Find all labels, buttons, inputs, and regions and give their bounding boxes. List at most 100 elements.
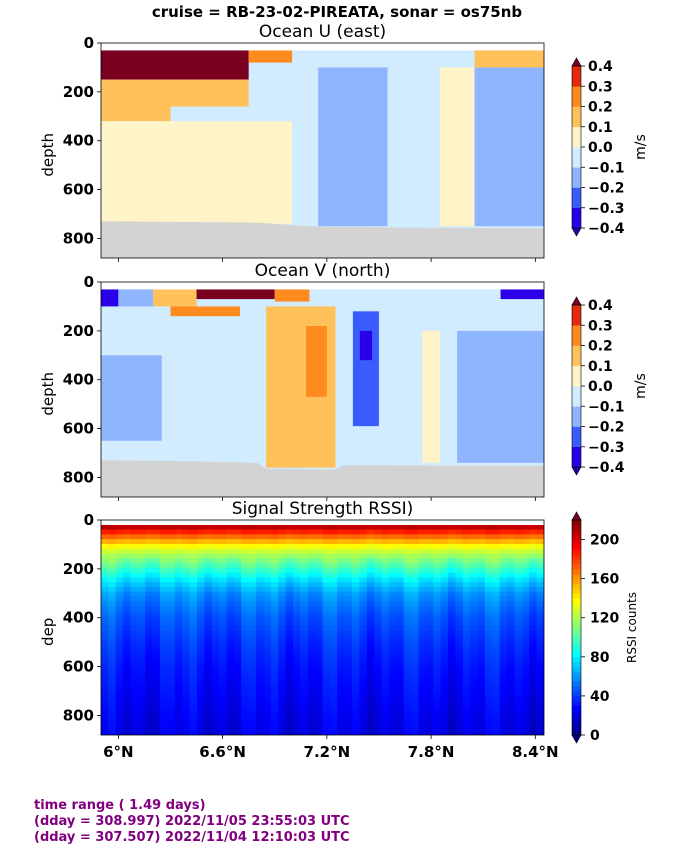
rssi-cell bbox=[455, 682, 464, 688]
rssi-cell bbox=[315, 687, 323, 693]
rssi-cell bbox=[189, 692, 198, 698]
rssi-cell bbox=[204, 629, 213, 636]
rssi-cell bbox=[455, 649, 464, 655]
rssi-cell bbox=[514, 620, 523, 626]
rssi-cell bbox=[115, 692, 124, 698]
rssi-cell bbox=[248, 534, 257, 540]
rssi-cell bbox=[440, 701, 449, 707]
rssi-cell bbox=[322, 653, 331, 660]
rssi-cell bbox=[388, 649, 397, 655]
rssi-cell bbox=[278, 644, 287, 650]
rssi-cell bbox=[396, 715, 405, 722]
rssi-cell bbox=[300, 634, 309, 640]
rssi-cell bbox=[137, 634, 146, 640]
colorbar-extend-high bbox=[571, 296, 582, 306]
rssi-cell bbox=[396, 634, 405, 640]
rssi-cell bbox=[160, 715, 168, 722]
time-range-line: time range ( 1.49 days) bbox=[34, 798, 206, 813]
rssi-cell bbox=[123, 720, 132, 726]
rssi-cell bbox=[536, 577, 544, 583]
rssi-cell bbox=[470, 524, 479, 531]
rssi-cell bbox=[196, 543, 205, 550]
rssi-cell bbox=[411, 687, 419, 693]
rssi-cell bbox=[477, 539, 486, 545]
rssi-cell bbox=[248, 644, 257, 650]
rssi-cell bbox=[536, 663, 544, 669]
rssi-cell bbox=[433, 625, 442, 631]
rssi-cell bbox=[529, 534, 538, 540]
rssi-cell bbox=[470, 696, 479, 703]
rssi-cell bbox=[536, 558, 544, 564]
rssi-cell bbox=[307, 563, 316, 569]
rssi-cell bbox=[145, 567, 154, 574]
rssi-cell bbox=[101, 534, 109, 540]
rssi-cell bbox=[329, 668, 338, 674]
rssi-cell bbox=[270, 701, 279, 707]
rssi-cell bbox=[507, 577, 515, 583]
rssi-cell bbox=[256, 653, 264, 660]
rssi-cell bbox=[167, 615, 176, 621]
colorbar-segment bbox=[572, 710, 581, 716]
rssi-cell bbox=[521, 672, 530, 679]
rssi-cell bbox=[514, 586, 523, 593]
rssi-cell bbox=[366, 644, 375, 650]
rssi-cell bbox=[108, 529, 117, 535]
rssi-cell bbox=[381, 634, 390, 640]
rssi-cell bbox=[455, 672, 464, 679]
rssi-cell bbox=[300, 529, 309, 535]
rssi-cell bbox=[256, 529, 264, 535]
rssi-cell bbox=[263, 711, 272, 717]
rssi-cell bbox=[403, 639, 412, 645]
rssi-cell bbox=[448, 687, 456, 693]
rssi-cell bbox=[137, 715, 146, 722]
rssi-cell bbox=[529, 529, 538, 535]
rssi-cell bbox=[263, 639, 272, 645]
rssi-cell bbox=[248, 548, 257, 555]
rssi-cell bbox=[396, 730, 405, 735]
rssi-cell bbox=[152, 672, 161, 679]
rssi-cell bbox=[352, 672, 360, 679]
rssi-cell bbox=[403, 629, 412, 636]
rssi-cell bbox=[115, 582, 124, 588]
rssi-cell bbox=[462, 720, 471, 726]
rssi-cell bbox=[388, 653, 397, 660]
rssi-cell bbox=[396, 572, 405, 578]
rssi-cell bbox=[403, 601, 412, 607]
rssi-cell bbox=[196, 582, 205, 588]
rssi-cell bbox=[130, 606, 139, 612]
rssi-cell bbox=[204, 543, 213, 550]
rssi-cell bbox=[315, 725, 323, 731]
rssi-cell bbox=[418, 711, 427, 717]
rssi-cell bbox=[521, 606, 530, 612]
rssi-cell bbox=[455, 615, 464, 621]
rssi-cell bbox=[366, 687, 375, 693]
rssi-cell bbox=[470, 601, 479, 607]
rssi-cell bbox=[484, 543, 493, 550]
rssi-cell bbox=[315, 701, 323, 707]
rssi-cell bbox=[492, 677, 501, 683]
rssi-cell bbox=[448, 620, 456, 626]
rssi-cell bbox=[322, 577, 331, 583]
rssi-cell bbox=[130, 663, 139, 669]
rssi-cell bbox=[403, 558, 412, 564]
rssi-cell bbox=[285, 663, 294, 669]
rssi-cell bbox=[145, 620, 154, 626]
rssi-cell bbox=[418, 543, 427, 550]
rssi-cell bbox=[270, 644, 279, 650]
rssi-cell bbox=[204, 715, 213, 722]
rssi-cell bbox=[285, 730, 294, 735]
rssi-cell bbox=[211, 720, 220, 726]
rssi-cell bbox=[337, 548, 346, 555]
rssi-cell bbox=[137, 653, 146, 660]
rssi-cell bbox=[388, 563, 397, 569]
rssi-cell bbox=[381, 649, 390, 655]
rssi-cell bbox=[160, 668, 168, 674]
rssi-cell bbox=[108, 625, 117, 631]
rssi-cell bbox=[418, 553, 427, 559]
rssi-cell bbox=[233, 629, 242, 636]
rssi-cell bbox=[448, 610, 456, 617]
rssi-cell bbox=[366, 548, 375, 555]
rssi-cell bbox=[226, 687, 235, 693]
rssi-cell bbox=[307, 620, 316, 626]
rssi-cell bbox=[108, 563, 117, 569]
